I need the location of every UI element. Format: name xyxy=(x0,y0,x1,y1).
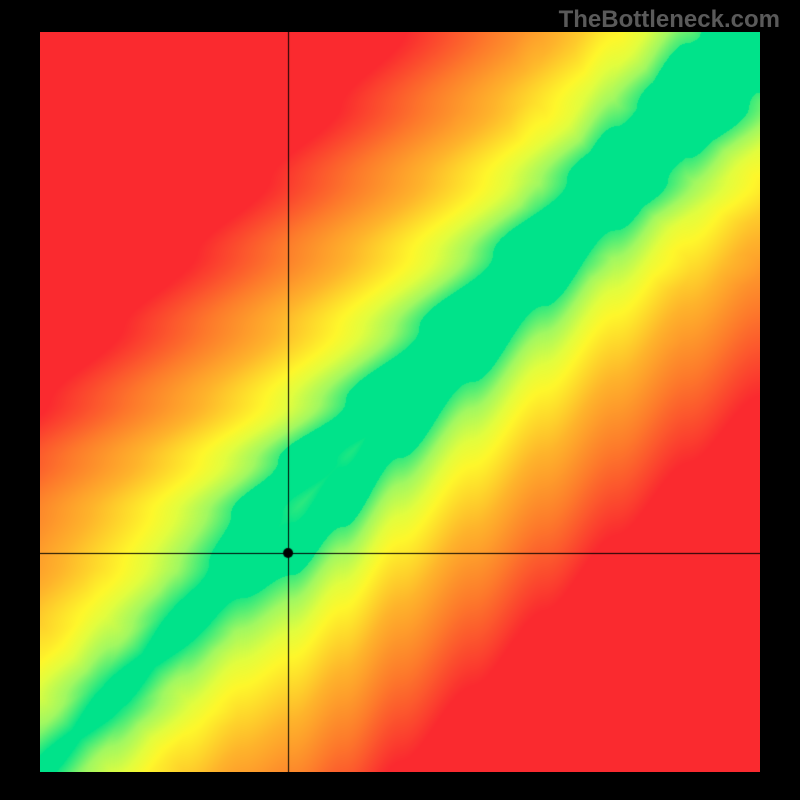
watermark-text: TheBottleneck.com xyxy=(559,6,780,34)
bottleneck-heatmap xyxy=(40,32,760,772)
plot-area xyxy=(40,32,760,772)
chart-container: TheBottleneck.com xyxy=(0,0,800,800)
